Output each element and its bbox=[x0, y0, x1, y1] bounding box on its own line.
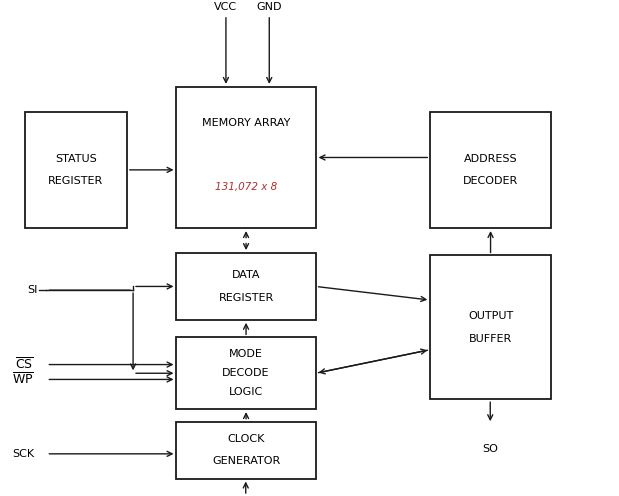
Text: SI: SI bbox=[27, 285, 37, 295]
Text: DECODE: DECODE bbox=[222, 368, 270, 378]
Text: MODE: MODE bbox=[229, 349, 263, 360]
Text: REGISTER: REGISTER bbox=[219, 293, 274, 303]
Text: GENERATOR: GENERATOR bbox=[212, 456, 280, 466]
Text: DATA: DATA bbox=[232, 270, 261, 280]
Text: SCK: SCK bbox=[12, 449, 34, 459]
Text: 131,072 x 8: 131,072 x 8 bbox=[215, 182, 277, 192]
Bar bbox=[176, 253, 316, 320]
Bar bbox=[430, 255, 551, 399]
Bar bbox=[176, 87, 316, 228]
Text: $\overline{\mathsf{CS}}$: $\overline{\mathsf{CS}}$ bbox=[15, 357, 34, 372]
Text: LOGIC: LOGIC bbox=[229, 387, 263, 397]
Text: DECODER: DECODER bbox=[463, 176, 518, 186]
Text: BUFFER: BUFFER bbox=[469, 334, 512, 344]
Text: OUTPUT: OUTPUT bbox=[468, 311, 513, 321]
Text: STATUS: STATUS bbox=[55, 154, 97, 164]
Text: GND: GND bbox=[256, 2, 282, 12]
Text: SO: SO bbox=[482, 444, 498, 454]
Text: REGISTER: REGISTER bbox=[48, 176, 103, 186]
Text: ADDRESS: ADDRESS bbox=[464, 154, 517, 164]
Bar bbox=[25, 112, 127, 228]
Bar bbox=[176, 422, 316, 479]
Bar bbox=[430, 112, 551, 228]
Text: MEMORY ARRAY: MEMORY ARRAY bbox=[202, 118, 290, 128]
Text: VCC: VCC bbox=[214, 2, 238, 12]
Text: $\overline{\mathsf{WP}}$: $\overline{\mathsf{WP}}$ bbox=[12, 372, 34, 387]
Bar bbox=[176, 337, 316, 409]
Text: CLOCK: CLOCK bbox=[227, 434, 265, 444]
